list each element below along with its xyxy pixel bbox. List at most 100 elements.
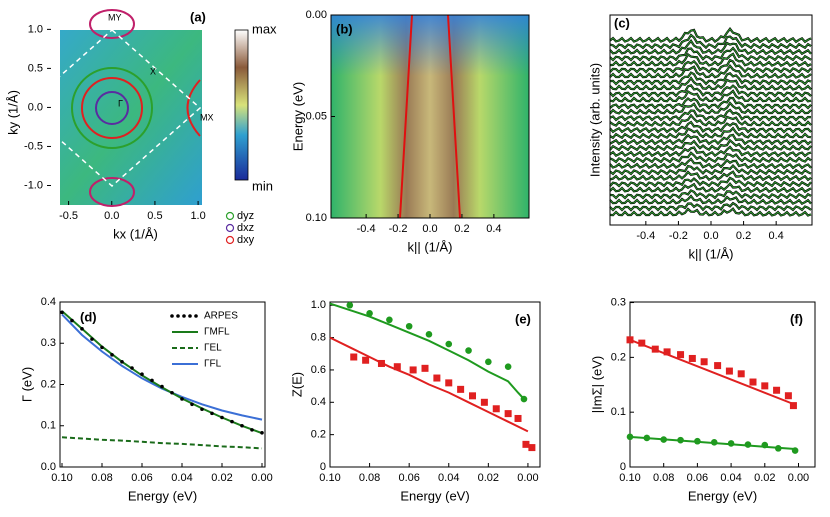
y-tick-label: 0	[320, 461, 326, 473]
mdc-fit	[609, 34, 812, 49]
x-tick-label: 0.06	[687, 472, 708, 484]
data-circle	[694, 437, 701, 445]
legend-marker	[188, 314, 192, 318]
x-tick-label: 0.04	[171, 472, 192, 484]
series-line	[329, 302, 525, 400]
data-square	[393, 363, 401, 371]
data-circle	[520, 395, 528, 403]
data-dot	[90, 337, 94, 341]
data-square	[626, 336, 634, 344]
x-tick-label: 0.08	[359, 472, 380, 484]
y-tick-label: 0.1	[41, 420, 56, 432]
data-circle	[386, 316, 393, 324]
data-dot	[180, 397, 184, 401]
mdc-fit	[609, 77, 812, 90]
data-circle	[445, 340, 453, 348]
fermi-pocket	[89, 177, 135, 207]
data-dot	[260, 430, 264, 435]
data-square	[377, 359, 385, 367]
data-square	[457, 385, 465, 393]
y-tick-label: 0.0	[28, 101, 43, 113]
mdc-fit	[609, 152, 812, 163]
data-dot	[200, 407, 204, 412]
data-square	[528, 444, 536, 452]
data-square	[433, 374, 441, 382]
mdc-fit	[609, 158, 812, 169]
y-tick-label: 1.0	[311, 299, 326, 311]
x-tick-label: 0.02	[754, 472, 775, 484]
mdc-fit	[609, 164, 812, 175]
data-dot	[70, 318, 74, 323]
legend-label: ARPES	[204, 311, 238, 322]
arpes-image-top	[331, 15, 529, 218]
data-dot	[240, 423, 244, 428]
data-square	[761, 382, 769, 390]
legend-marker	[170, 314, 174, 318]
data-square	[749, 378, 757, 386]
mdc-fit	[609, 59, 812, 73]
panel-label: (c)	[614, 15, 630, 30]
fermi-contour	[71, 67, 153, 149]
fermi-pocket	[89, 9, 135, 39]
data-circle	[504, 363, 512, 371]
colorbar-max: max	[252, 21, 277, 36]
y-tick-label: -1.0	[24, 179, 43, 191]
y-tick-label: 0.2	[311, 429, 326, 441]
x-axis-title: kx (1/Å)	[113, 226, 158, 241]
fermi-map	[60, 30, 202, 205]
y-tick-label: 0.3	[611, 296, 626, 308]
mdc-fit	[609, 102, 812, 114]
legend-marker	[182, 314, 186, 318]
y-tick-label: 0.10	[306, 212, 327, 224]
colorbar	[234, 29, 249, 181]
mdc-fit	[609, 53, 812, 67]
mdc-fit	[609, 189, 812, 199]
mdc-fit	[609, 72, 812, 85]
data-square	[773, 386, 781, 394]
data-circle	[744, 441, 752, 448]
x-tick-label: 0.00	[517, 472, 538, 484]
data-dot	[220, 415, 224, 420]
y-tick-label: 0.05	[306, 110, 327, 122]
x-tick-label: 0.0	[703, 230, 718, 242]
y-tick-label: 0.6	[311, 364, 326, 376]
mdc-fit	[609, 84, 812, 97]
data-circle	[405, 322, 413, 330]
data-circle	[774, 445, 782, 452]
data-square	[700, 358, 708, 366]
dispersion	[399, 14, 461, 219]
x-axis-title: Energy (eV)	[400, 488, 469, 503]
plot-frame	[329, 301, 541, 468]
mdc-fit	[609, 139, 812, 151]
x-tick-label: 0.00	[251, 472, 272, 484]
y-axis-title: Z(E)	[289, 372, 304, 397]
mdc-fit	[609, 195, 812, 205]
data-dot	[150, 378, 154, 383]
data-square	[677, 351, 685, 359]
data-dot	[110, 353, 114, 357]
legend-marker	[225, 211, 235, 221]
y-axis-title: |ImΣ| (eV)	[589, 356, 604, 413]
panel-label: (f)	[790, 311, 803, 326]
data-circle	[425, 331, 433, 338]
panel-label: (b)	[336, 21, 353, 36]
mdc-fit	[609, 114, 812, 127]
x-tick-label: 1.0	[190, 210, 205, 222]
data-circle	[465, 347, 472, 354]
panel-label: (a)	[190, 9, 206, 24]
x-tick-label: 0.2	[454, 223, 469, 235]
y-tick-label: 0	[620, 461, 626, 473]
point-label: X	[150, 66, 156, 76]
data-dot	[140, 372, 144, 376]
mdc-fit	[609, 171, 812, 181]
fermi-pocket	[186, 79, 201, 137]
data-square	[492, 405, 500, 413]
y-tick-label: 0.3	[41, 337, 56, 349]
x-tick-label: 0.5	[147, 210, 162, 222]
data-square	[522, 440, 530, 448]
x-tick-label: 0.06	[398, 472, 419, 484]
legend-label: dxy	[237, 234, 255, 246]
y-tick-label: 0.4	[41, 296, 56, 308]
data-dot	[80, 327, 84, 331]
